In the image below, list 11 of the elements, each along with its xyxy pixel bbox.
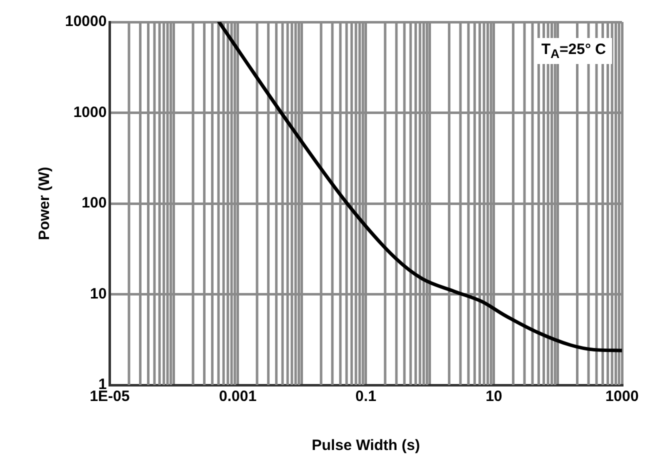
x-axis-title: Pulse Width (s) bbox=[312, 437, 420, 454]
y-tick-label: 10000 bbox=[64, 13, 107, 30]
x-tick-label: 0.1 bbox=[355, 388, 376, 406]
y-tick-label: 100 bbox=[82, 194, 107, 212]
y-tick-label: 1000 bbox=[73, 104, 107, 121]
x-tick-label: 1000 bbox=[605, 388, 639, 406]
annotation: T$_{A}$=25° C bbox=[535, 38, 612, 64]
y-tick-label: 10 bbox=[90, 285, 107, 302]
x-tick-label: 0.001 bbox=[219, 388, 257, 406]
y-axis-title: Power (W) bbox=[36, 166, 54, 240]
x-tick-label: 10 bbox=[486, 388, 502, 406]
